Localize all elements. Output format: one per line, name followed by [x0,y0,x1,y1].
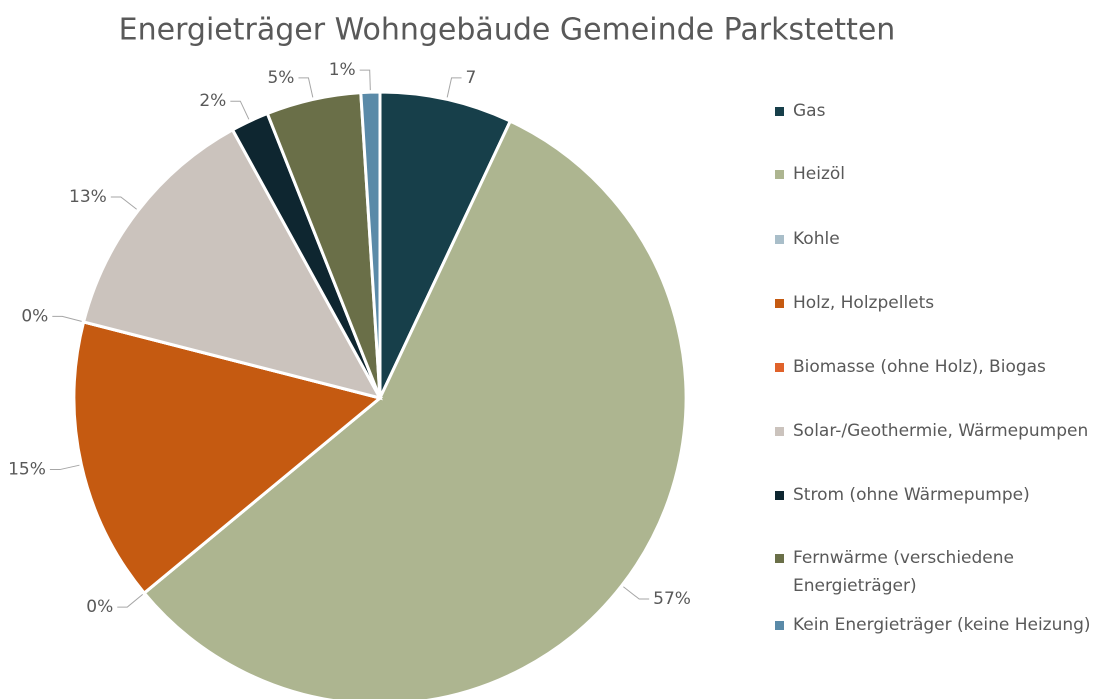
data-label: 13% [69,187,107,207]
data-label: 15% [8,460,46,480]
legend-item: Biomasse (ohne Holz), Biogas [775,353,1095,381]
pie-slice [142,119,688,699]
legend-swatch [775,107,784,116]
leader-line [446,77,462,98]
pie-slice [81,127,383,401]
legend-item: Kein Energieträger (keine Heizung) [775,611,1095,639]
chart-title: Energieträger Wohngebäude Gemeinde Parks… [119,13,896,48]
leader-line [623,586,650,600]
data-label: 57% [653,589,691,609]
legend-item: Strom (ohne Wärmepumpe) [775,481,1095,509]
pie-slice [359,90,382,399]
legend-label: Heizöl [793,164,846,184]
legend-item: Kohle [775,225,1095,253]
legend-label: Gas [793,101,826,121]
legend-item: Gas [775,97,1095,125]
legend-swatch [775,170,784,179]
legend-swatch [775,491,784,500]
legend-label: Kein Energieträger (keine Heizung) [793,615,1091,635]
legend-item: Holz, Holzpellets [775,289,1095,317]
legend-item: Fernwärme (verschiedene Energieträger) [775,544,1095,600]
leader-line [298,77,314,98]
leader-line [52,315,82,322]
leader-line [117,593,144,608]
data-label: 2% [199,91,226,111]
legend-label: Holz, Holzpellets [793,293,935,313]
leader-line [110,196,137,210]
legend-label: Kohle [793,229,840,249]
legend-label: Fernwärme (verschiedene Energieträger) [793,548,1014,596]
data-label: 0% [21,306,48,326]
leader-line [359,69,371,91]
legend-swatch [775,299,784,308]
legend-label: Strom (ohne Wärmepumpe) [793,485,1030,505]
legend-label: Biomasse (ohne Holz), Biogas [793,357,1046,377]
legend-swatch [775,554,784,563]
leader-line [49,464,80,471]
data-label: 7 [466,68,477,88]
data-label: 0% [86,597,113,617]
legend-item: Solar-/Geothermie, Wärmepumpen [775,417,1095,445]
leader-line [230,100,250,120]
data-label: 1% [329,60,356,80]
legend-swatch [775,235,784,244]
pie-slice [378,90,513,399]
pie-slice [72,320,384,596]
legend-swatch [775,363,784,372]
data-label: 5% [267,68,294,88]
legend-item: Heizöl [775,160,1095,188]
legend-swatch [775,427,784,436]
legend-swatch [775,621,784,630]
legend-label: Solar-/Geothermie, Wärmepumpen [793,421,1089,441]
